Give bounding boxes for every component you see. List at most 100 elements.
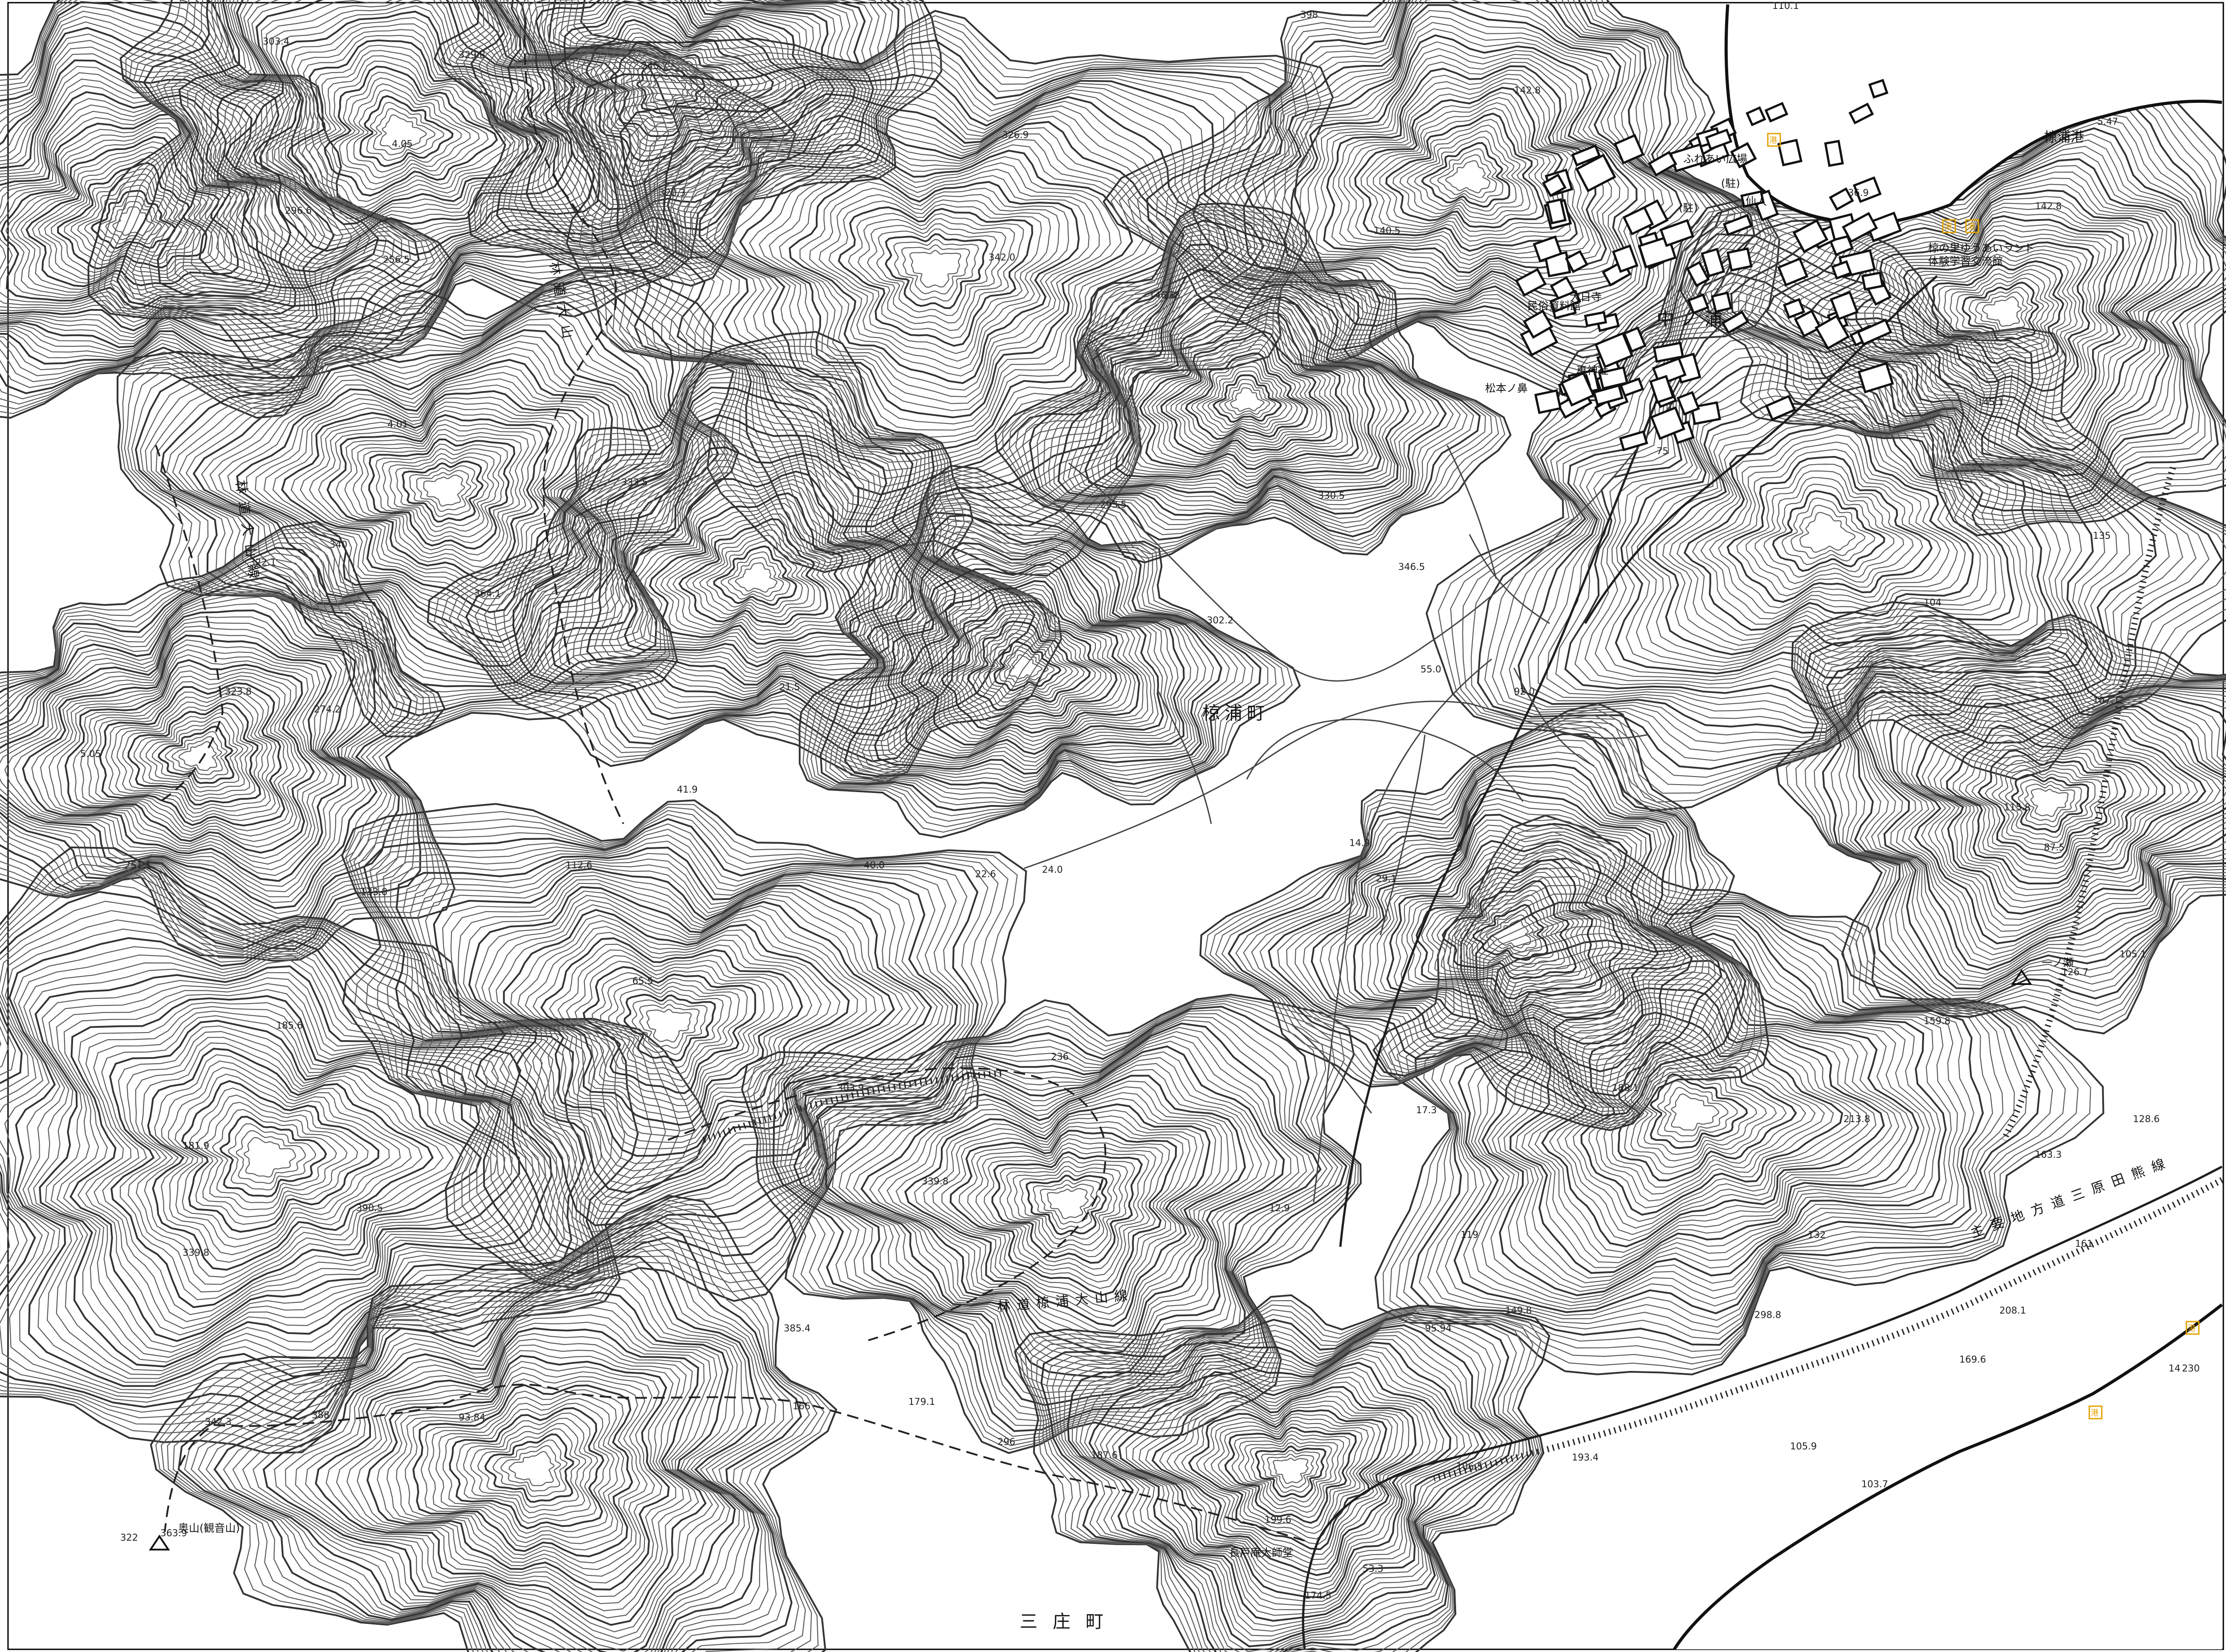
label-dainichi-temple: 大日寺 bbox=[1570, 291, 1602, 303]
contour-line bbox=[341, 799, 1027, 1302]
building bbox=[1726, 247, 1753, 272]
contour-line bbox=[1477, 928, 1952, 1300]
contour-line bbox=[121, 269, 736, 734]
contour-line bbox=[0, 558, 412, 944]
elevation-label: 55.0 bbox=[1420, 664, 1441, 675]
contour-line bbox=[1479, 909, 1542, 957]
contour-line bbox=[1844, 661, 2226, 979]
elevation-label: 298.8 bbox=[1754, 1310, 1781, 1320]
map-border bbox=[7, 2, 2224, 1650]
elevation-label: 293.5 bbox=[1100, 499, 1127, 510]
elevation-label: 22.6 bbox=[975, 869, 996, 879]
contour-line bbox=[481, 895, 877, 1179]
contour-line bbox=[0, 621, 366, 897]
contour-line bbox=[0, 0, 428, 401]
contour-line bbox=[636, 62, 706, 116]
triangulation-point-icon bbox=[2011, 969, 2032, 985]
contour-line bbox=[488, 899, 867, 1172]
contour-line bbox=[1040, 1312, 1532, 1652]
contour-line bbox=[1268, 764, 1722, 1097]
contour-line bbox=[377, 1361, 663, 1584]
contour-line bbox=[1486, 914, 1537, 953]
contour-line bbox=[1799, 622, 2226, 1014]
contour-line bbox=[1692, 427, 1966, 625]
building bbox=[1560, 371, 1595, 407]
contour-line bbox=[936, 596, 1122, 733]
contour-line bbox=[1775, 601, 2226, 1034]
contour-line bbox=[685, 524, 822, 621]
contour-line bbox=[105, 686, 281, 822]
elevation-label: 135 bbox=[2093, 530, 2111, 541]
building bbox=[1677, 391, 1700, 416]
contour-line bbox=[587, 47, 1283, 551]
contour-line bbox=[1816, 639, 2226, 996]
contour-line bbox=[973, 625, 1085, 707]
label-matsumoto-no-hana: 松本ノ鼻 bbox=[1485, 382, 1528, 395]
contour-line bbox=[433, 868, 932, 1226]
contour-line bbox=[911, 573, 1148, 751]
contour-line bbox=[1911, 699, 2214, 920]
contour-line bbox=[196, 1095, 358, 1218]
contour-line bbox=[585, 19, 774, 163]
contour-line bbox=[134, 707, 256, 801]
contour-line bbox=[601, 460, 905, 679]
contour-line bbox=[609, 463, 900, 675]
contour-line bbox=[477, 1428, 580, 1508]
contour-line bbox=[105, 201, 162, 240]
contour-line bbox=[1053, 238, 1454, 521]
contour-line bbox=[1165, 335, 1327, 452]
elevation-label: 5.05 bbox=[80, 749, 101, 759]
contour-line bbox=[1215, 720, 1753, 1123]
contour-line bbox=[580, 39, 1288, 556]
contour-line bbox=[368, 438, 516, 550]
elevation-label: 342.0 bbox=[989, 252, 1015, 263]
label-fureai-plaza: ふれあい広場 bbox=[1683, 153, 1747, 165]
contour-line bbox=[449, 1407, 605, 1530]
contour-line bbox=[1414, 136, 1517, 212]
elevation-label: 342.3 bbox=[205, 1416, 232, 1427]
contour-line bbox=[1201, 366, 1293, 430]
contour-line bbox=[699, 534, 809, 614]
contour-line bbox=[923, 1115, 1197, 1315]
contour-line bbox=[1091, 274, 1402, 501]
contour-line bbox=[363, 818, 979, 1274]
contour-line bbox=[140, 0, 703, 327]
contour-line bbox=[218, 347, 627, 653]
contour-line bbox=[1349, 82, 1584, 256]
contour-line bbox=[1656, 1080, 1738, 1143]
contour-line bbox=[932, 1121, 1191, 1309]
elevation-label: 140.5 bbox=[1374, 225, 1400, 236]
contour-line bbox=[0, 552, 415, 947]
contour-line bbox=[110, 0, 751, 346]
contour-line bbox=[1399, 124, 1531, 220]
elevation-label: 4.01 bbox=[387, 419, 408, 430]
elevation-label: 208.1 bbox=[1999, 1305, 2026, 1316]
contour-line bbox=[656, 90, 1237, 503]
contour-line bbox=[616, 467, 895, 671]
building bbox=[1842, 212, 1878, 243]
contour-line bbox=[0, 583, 396, 929]
contour-line bbox=[600, 32, 753, 146]
contour-line bbox=[1392, 118, 1538, 224]
contour-line bbox=[720, 551, 791, 602]
contour-line bbox=[623, 993, 716, 1062]
contour-line bbox=[631, 999, 708, 1055]
contour-line bbox=[991, 1151, 1143, 1264]
contour-line bbox=[456, 1412, 598, 1524]
contour-line bbox=[1223, 0, 1699, 339]
elevation-label: 390.5 bbox=[356, 1203, 383, 1213]
contour-line bbox=[390, 840, 962, 1260]
contour-line bbox=[492, 0, 878, 247]
contour-line bbox=[1302, 784, 1699, 1078]
contour-line bbox=[1360, 92, 1571, 247]
contour-line bbox=[412, 1384, 633, 1558]
contour-line bbox=[4, 928, 593, 1391]
contour-line bbox=[15, 127, 252, 295]
label-sansho-town: 三庄町 bbox=[1020, 1611, 1119, 1632]
contour-line bbox=[878, 1086, 1229, 1343]
contour-line bbox=[880, 548, 1180, 770]
contour-line bbox=[1493, 920, 1531, 949]
contour-line bbox=[893, 239, 979, 302]
contour-line bbox=[886, 1092, 1222, 1338]
